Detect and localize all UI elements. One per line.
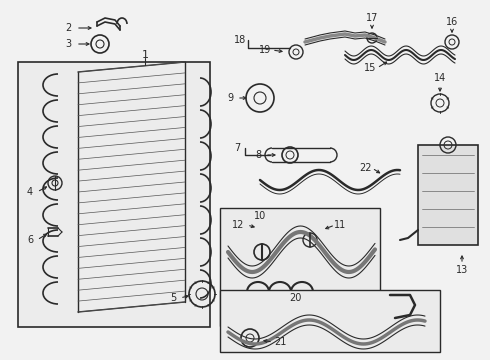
Text: 22: 22 (359, 163, 371, 173)
Text: 10: 10 (254, 211, 266, 221)
Text: 15: 15 (364, 63, 376, 73)
Text: 12: 12 (232, 220, 244, 230)
Text: 4: 4 (27, 187, 33, 197)
Text: 16: 16 (446, 17, 458, 27)
Text: 5: 5 (170, 293, 176, 303)
Text: 6: 6 (27, 235, 33, 245)
Text: 17: 17 (366, 13, 378, 23)
Text: 18: 18 (234, 35, 246, 45)
Bar (220, 290, 440, 352)
Text: 1: 1 (142, 50, 148, 60)
Text: 20: 20 (289, 293, 301, 303)
Text: 11: 11 (334, 220, 346, 230)
Bar (418, 145, 478, 245)
Text: 14: 14 (434, 73, 446, 83)
Text: 7: 7 (234, 143, 240, 153)
Text: 8: 8 (255, 150, 261, 160)
Text: 13: 13 (456, 265, 468, 275)
Bar (220, 208, 380, 326)
Text: 19: 19 (259, 45, 271, 55)
Text: 3: 3 (65, 39, 71, 49)
Text: 2: 2 (65, 23, 71, 33)
Text: 21: 21 (274, 337, 286, 347)
Text: 9: 9 (227, 93, 233, 103)
Bar (18, 62, 210, 327)
